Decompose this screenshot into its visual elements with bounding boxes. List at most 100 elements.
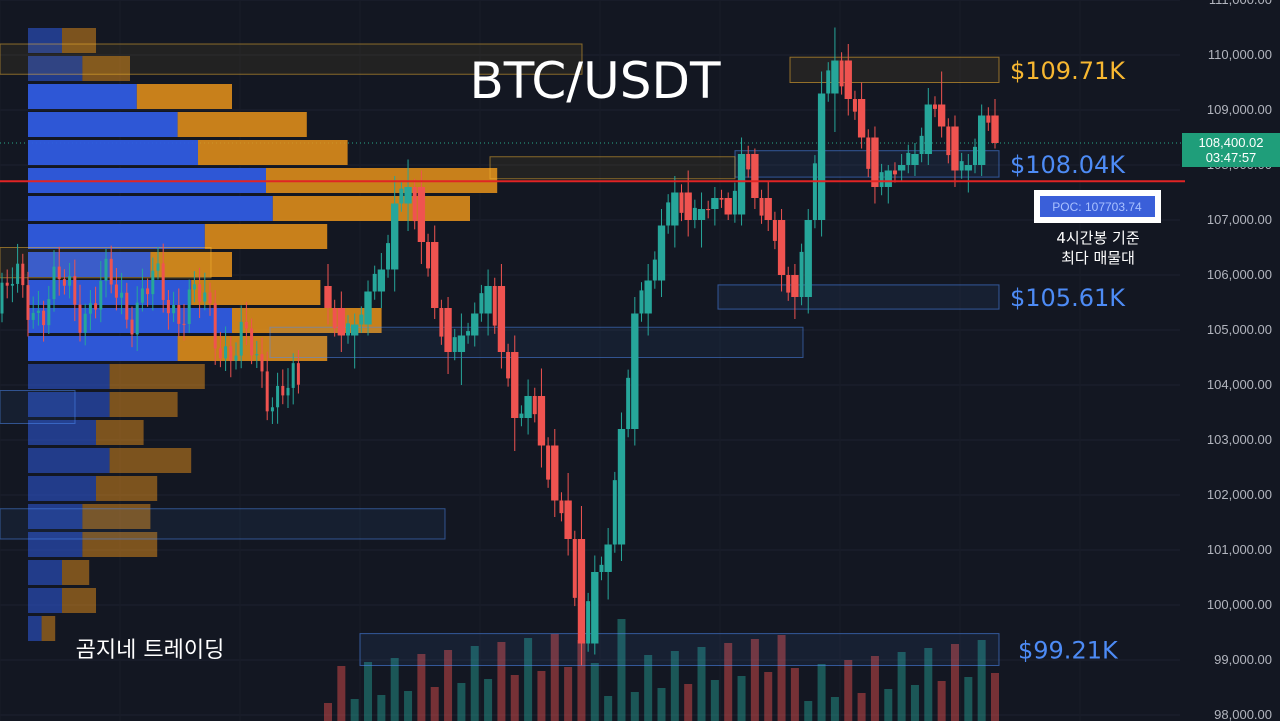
- candle-body: [364, 291, 372, 325]
- candle-body: [564, 500, 572, 539]
- candle-body: [679, 192, 684, 213]
- volume-bar: [884, 689, 893, 721]
- candle-body: [444, 308, 452, 352]
- price-axis[interactable]: 111,000.00110,000.00109,000.00108,000.00…: [1207, 0, 1272, 721]
- price-tick-label: 101,000.00: [1207, 542, 1272, 557]
- candle-body: [255, 354, 259, 356]
- candle-body: [652, 259, 657, 281]
- candles: [0, 27, 999, 666]
- candle-body: [631, 313, 639, 429]
- volume-bar: [590, 663, 599, 721]
- volume-bar: [390, 658, 399, 721]
- candle-body: [156, 263, 160, 271]
- price-tick-label: 100,000.00: [1207, 597, 1272, 612]
- candle-body: [537, 396, 546, 446]
- candle-body: [879, 172, 884, 187]
- volume-bar: [497, 642, 506, 721]
- candle-body: [897, 165, 906, 171]
- level-labels: $109.71K $108.04K $105.61K $99.21K: [1010, 57, 1126, 665]
- candle-body: [146, 288, 150, 295]
- candle-body: [577, 539, 586, 644]
- poc-note-line-2: 최다 매물대: [1061, 249, 1135, 267]
- profile-sell-bar: [109, 448, 192, 473]
- candle-body: [892, 170, 897, 175]
- volume-bar: [950, 644, 959, 721]
- price-tick-label: 104,000.00: [1207, 377, 1272, 392]
- candle-body: [359, 314, 364, 325]
- candle-body: [26, 285, 30, 320]
- candle-body: [457, 335, 466, 352]
- volume-bar: [524, 638, 533, 721]
- candle-body: [265, 371, 269, 412]
- profile-buy-bar: [28, 336, 178, 361]
- candle-body: [78, 304, 82, 333]
- candle-body: [234, 355, 238, 361]
- current-price-tag: 108,400.02 03:47:57: [1182, 133, 1280, 167]
- candle-body: [764, 198, 772, 220]
- volume-bar: [404, 691, 413, 721]
- candle-body: [0, 282, 4, 314]
- profile-sell-bar: [96, 476, 158, 501]
- candle-body: [187, 289, 191, 324]
- profile-buy-bar: [28, 196, 273, 221]
- candle-body: [250, 328, 254, 356]
- volume-bar: [604, 696, 613, 721]
- candle-body: [559, 500, 564, 514]
- candle-body: [799, 251, 804, 297]
- candle-body: [62, 279, 66, 286]
- candle-body: [932, 104, 937, 109]
- candle-body: [426, 242, 431, 269]
- volume-bar: [617, 619, 626, 721]
- profile-sell-bar: [96, 420, 144, 445]
- candle-body: [281, 385, 285, 396]
- candle-body: [991, 115, 999, 143]
- candle-body: [492, 286, 497, 326]
- candle-body: [684, 192, 692, 220]
- price-tick-label: 107,000.00: [1207, 212, 1272, 227]
- price-tick-label: 98,000.00: [1214, 707, 1272, 721]
- price-tick-label: 105,000.00: [1207, 322, 1272, 337]
- volume-bar: [764, 672, 773, 721]
- candle-body: [377, 269, 386, 292]
- candle-body: [471, 313, 479, 336]
- candle-body: [83, 313, 87, 333]
- candle-body: [612, 480, 617, 545]
- candle-body: [532, 396, 537, 415]
- volume-bar: [804, 701, 813, 721]
- candle-body: [286, 387, 290, 396]
- volume-bar: [510, 675, 519, 721]
- candle-body: [337, 308, 346, 336]
- profile-buy-bar: [28, 448, 110, 473]
- profile-sell-bar: [198, 140, 348, 165]
- profile-buy-bar: [28, 532, 83, 557]
- candle-body: [572, 539, 577, 598]
- candle-body: [639, 290, 644, 314]
- candle-body: [604, 544, 612, 572]
- chart-title: BTC/USDT: [469, 52, 721, 110]
- volume-bar: [537, 671, 546, 721]
- candle-body: [276, 385, 280, 408]
- volume-bar: [577, 640, 586, 721]
- historic-zone: [0, 390, 76, 424]
- volume-bar: [670, 651, 679, 721]
- candle-body: [244, 321, 248, 329]
- candle-body: [412, 187, 417, 222]
- candle-body: [591, 572, 599, 644]
- profile-buy-bar: [28, 252, 151, 277]
- profile-sell-bar: [177, 112, 307, 137]
- candle-body: [10, 283, 14, 286]
- candle-body: [972, 146, 977, 165]
- volume-bar: [724, 643, 733, 721]
- profile-sell-bar: [62, 28, 96, 53]
- volume-bar: [444, 650, 453, 721]
- profile-sell-bar: [62, 588, 96, 613]
- volume-bar: [644, 655, 653, 721]
- volume-bar: [364, 662, 373, 721]
- candle-body: [198, 284, 202, 302]
- volume-bar: [964, 677, 973, 721]
- profile-buy-bar: [28, 588, 62, 613]
- candle-body: [791, 275, 799, 297]
- historic-zone: [0, 43, 583, 75]
- candle-body: [626, 377, 631, 429]
